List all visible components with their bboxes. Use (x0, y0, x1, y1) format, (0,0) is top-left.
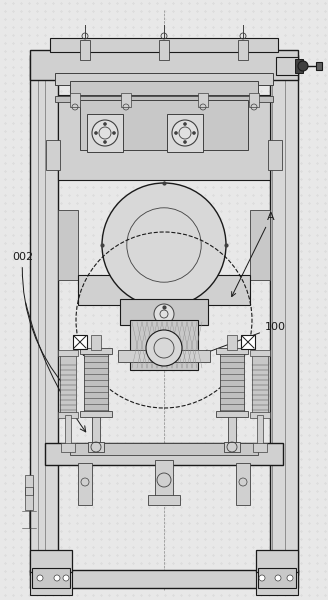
Bar (55, 96, 273, 102)
Bar (121, 93, 131, 107)
Bar (216, 411, 248, 417)
Bar (224, 442, 240, 452)
Bar (316, 62, 322, 70)
Circle shape (174, 131, 177, 134)
Circle shape (183, 140, 187, 143)
Circle shape (154, 304, 174, 324)
Circle shape (63, 575, 69, 581)
Bar (120, 299, 208, 325)
Circle shape (259, 575, 265, 581)
Circle shape (172, 120, 198, 146)
Circle shape (287, 575, 293, 581)
Bar (30, 50, 298, 80)
Bar (58, 210, 78, 280)
Circle shape (275, 575, 281, 581)
Bar (46, 140, 60, 170)
Bar (118, 350, 210, 362)
Circle shape (92, 120, 118, 146)
Bar (61, 443, 75, 452)
Circle shape (102, 183, 226, 307)
Bar (70, 81, 258, 95)
Circle shape (193, 131, 195, 134)
Bar (159, 40, 169, 60)
Bar (32, 568, 70, 588)
Circle shape (104, 140, 107, 143)
Bar (276, 57, 298, 75)
Bar (250, 412, 270, 418)
Bar (236, 463, 250, 505)
Bar (250, 350, 270, 356)
Bar (238, 40, 248, 60)
Bar (80, 40, 90, 60)
Bar (84, 350, 108, 415)
Bar (25, 475, 33, 510)
Bar (253, 443, 267, 452)
Bar (198, 93, 208, 107)
Bar (148, 495, 180, 505)
Circle shape (104, 122, 107, 125)
Bar (80, 100, 248, 150)
Bar (92, 413, 100, 445)
Bar (241, 335, 255, 349)
Bar (88, 442, 104, 452)
Bar (256, 570, 298, 595)
Bar (30, 570, 72, 595)
Bar (87, 114, 123, 152)
Bar (55, 73, 273, 85)
Bar (30, 550, 72, 572)
Bar (228, 413, 236, 445)
Bar (70, 443, 258, 455)
Bar (295, 59, 303, 73)
Bar (30, 55, 58, 575)
Bar (257, 415, 263, 445)
Circle shape (146, 330, 182, 366)
Bar (220, 350, 244, 415)
Bar (227, 335, 237, 350)
Bar (50, 38, 278, 52)
Bar (58, 412, 78, 418)
Circle shape (54, 575, 60, 581)
Bar (91, 335, 101, 350)
Circle shape (37, 575, 43, 581)
Bar (58, 95, 270, 180)
Bar (45, 443, 283, 465)
Circle shape (113, 131, 115, 134)
Bar (78, 275, 250, 305)
Bar (252, 355, 268, 415)
Bar (25, 487, 33, 495)
Bar (30, 570, 298, 588)
Circle shape (183, 122, 187, 125)
Bar (249, 93, 259, 107)
Bar (216, 348, 248, 354)
Bar (80, 348, 112, 354)
Bar (60, 355, 76, 415)
Bar (258, 568, 296, 588)
Text: A: A (232, 212, 275, 296)
Bar (155, 460, 173, 500)
Bar (80, 411, 112, 417)
Bar (167, 114, 203, 152)
Bar (65, 415, 71, 445)
Bar (130, 320, 198, 370)
Bar (270, 55, 298, 575)
Bar (58, 350, 78, 356)
Text: 100: 100 (204, 322, 286, 354)
Bar (250, 210, 270, 280)
Bar (78, 463, 92, 505)
Text: 002: 002 (12, 252, 66, 387)
Circle shape (94, 131, 97, 134)
Bar (268, 140, 282, 170)
Bar (70, 93, 80, 107)
Bar (73, 335, 87, 349)
Bar (256, 550, 298, 572)
Circle shape (298, 61, 308, 71)
